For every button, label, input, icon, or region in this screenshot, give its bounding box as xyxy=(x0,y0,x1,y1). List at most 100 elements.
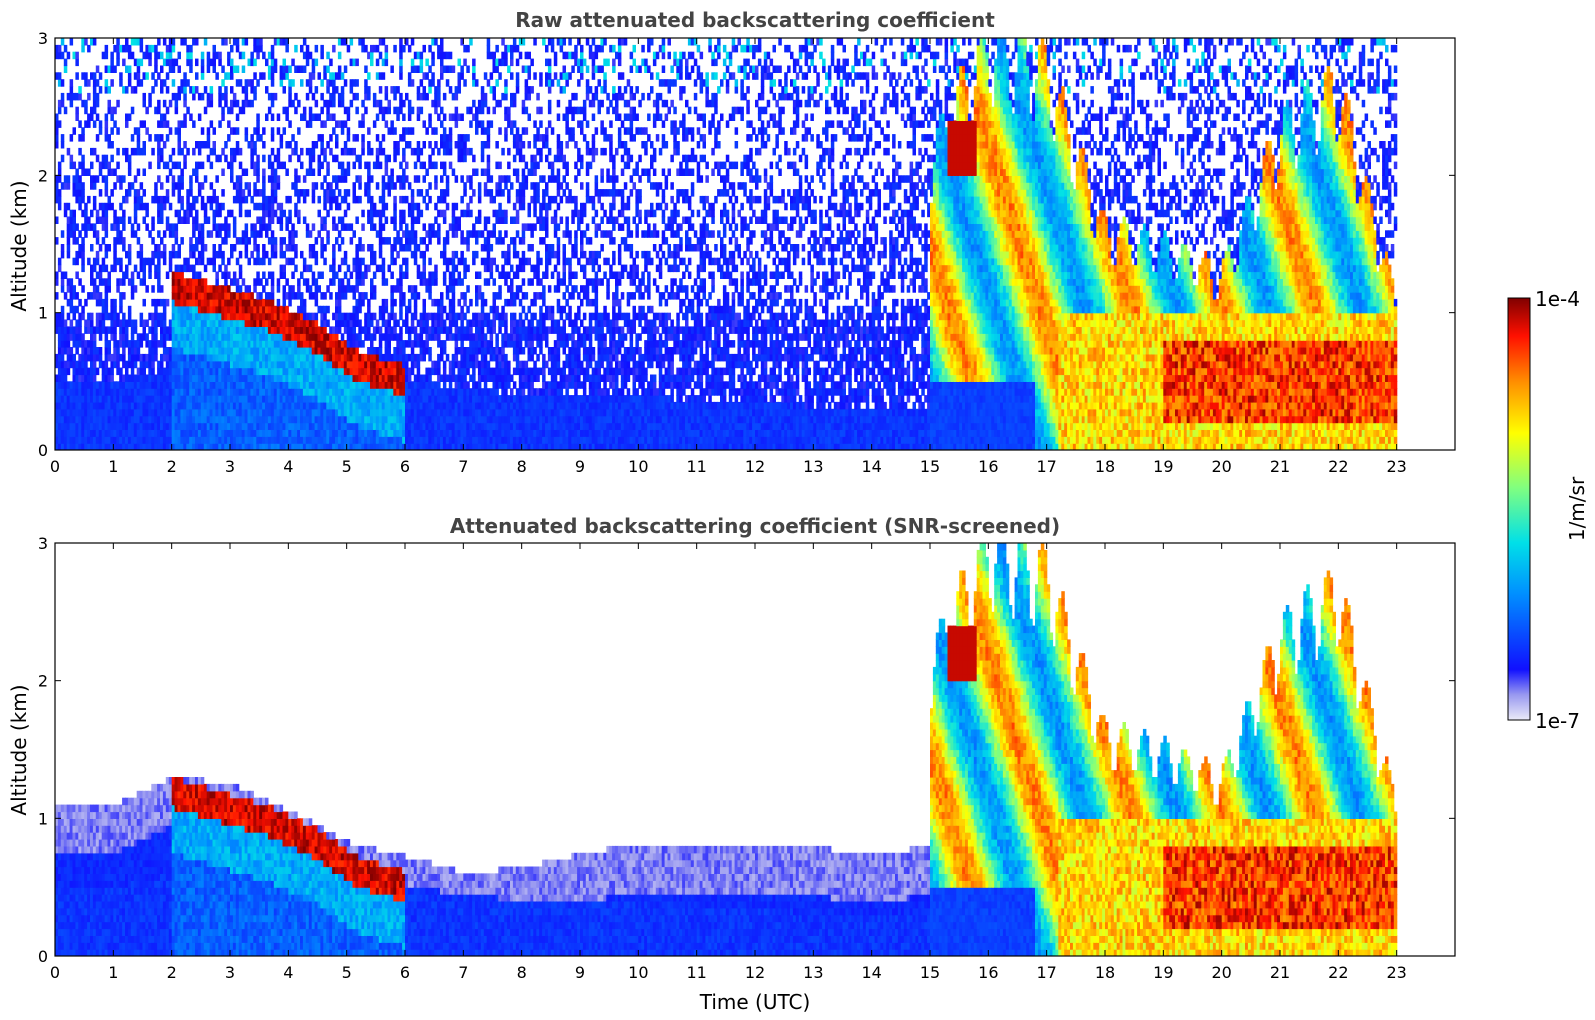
heatmap-cell xyxy=(270,326,275,334)
heatmap-cell xyxy=(177,443,181,450)
heatmap-cell xyxy=(367,347,371,355)
heatmap-cell xyxy=(177,401,181,410)
heatmap-cell xyxy=(399,353,403,362)
heatmap-cell xyxy=(133,422,138,430)
heatmap-cell xyxy=(101,216,106,224)
heatmap-cell xyxy=(87,443,91,450)
heatmap-cell xyxy=(171,44,176,53)
heatmap-cell xyxy=(387,436,391,444)
heatmap-cell xyxy=(378,381,383,389)
heatmap-cell xyxy=(416,51,421,60)
heatmap-cell xyxy=(60,285,65,293)
heatmap-cell xyxy=(63,388,68,396)
heatmap-cell xyxy=(224,367,228,376)
heatmap-cell xyxy=(84,422,88,430)
heatmap-cell xyxy=(451,223,456,231)
heatmap-cell xyxy=(387,182,391,190)
heatmap-cell xyxy=(192,374,196,382)
heatmap-cell xyxy=(215,285,219,293)
heatmap-cell xyxy=(311,429,316,437)
heatmap-cell xyxy=(410,326,415,334)
heatmap-cell xyxy=(361,422,365,430)
heatmap-cell xyxy=(55,381,59,389)
heatmap-cell xyxy=(183,278,187,286)
heatmap-cell xyxy=(352,58,356,67)
heatmap-cell xyxy=(375,326,380,334)
heatmap-cell xyxy=(232,374,237,382)
heatmap-cell xyxy=(72,443,76,450)
heatmap-cell xyxy=(63,65,68,73)
heatmap-cell xyxy=(367,298,371,307)
heatmap-cell xyxy=(104,161,109,170)
heatmap-cell xyxy=(448,326,453,334)
heatmap-cell xyxy=(460,230,464,238)
heatmap-cell xyxy=(428,367,432,376)
heatmap-cell xyxy=(384,319,389,327)
heatmap-cell xyxy=(227,72,231,80)
heatmap-cell xyxy=(340,353,345,362)
heatmap-cell xyxy=(145,340,149,348)
heatmap-cell xyxy=(364,381,368,389)
heatmap-cell xyxy=(232,278,237,286)
heatmap-cell xyxy=(262,141,266,149)
heatmap-cell xyxy=(95,422,100,430)
heatmap-cell xyxy=(160,298,164,307)
heatmap-cell xyxy=(390,305,394,314)
heatmap-cell xyxy=(329,436,333,444)
heatmap-cell xyxy=(174,250,179,259)
heatmap-cell xyxy=(189,298,193,307)
heatmap-cell xyxy=(431,230,435,238)
heatmap-cell xyxy=(209,360,214,369)
heatmap-cell xyxy=(244,319,249,327)
heatmap-cell xyxy=(346,443,351,450)
heatmap-cell xyxy=(294,415,298,424)
heatmap-cell xyxy=(329,326,333,334)
heatmap-cell xyxy=(212,443,216,450)
heatmap-cell xyxy=(209,312,214,321)
heatmap-cell xyxy=(119,72,123,80)
heatmap-cell xyxy=(311,340,316,348)
heatmap-cell xyxy=(320,429,324,437)
heatmap-cell xyxy=(422,422,426,430)
heatmap-cell xyxy=(340,92,345,101)
heatmap-cell xyxy=(95,175,100,183)
heatmap-cell xyxy=(437,113,441,121)
heatmap-cell xyxy=(232,347,237,355)
heatmap-cell xyxy=(165,395,170,403)
heatmap-cell xyxy=(180,38,184,46)
heatmap-cell xyxy=(235,374,240,382)
heatmap-cell xyxy=(422,141,426,149)
heatmap-cell xyxy=(200,443,205,450)
heatmap-cell xyxy=(145,209,149,218)
heatmap-cell xyxy=(393,237,397,245)
heatmap-cell xyxy=(302,429,307,437)
heatmap-cell xyxy=(326,395,330,403)
heatmap-cell xyxy=(232,388,237,396)
heatmap-cell xyxy=(218,223,222,231)
heatmap-cell xyxy=(104,312,109,321)
heatmap-cell xyxy=(291,230,295,238)
heatmap-cell xyxy=(428,86,432,94)
heatmap-cell xyxy=(241,360,246,369)
heatmap-cell xyxy=(270,209,275,218)
heatmap-cell xyxy=(320,292,324,300)
heatmap-cell xyxy=(332,408,336,417)
heatmap-cell xyxy=(279,353,284,362)
heatmap-cell xyxy=(95,408,100,417)
heatmap-cell xyxy=(247,58,251,67)
heatmap-cell xyxy=(183,401,187,410)
heatmap-cell xyxy=(78,326,82,334)
heatmap-cell xyxy=(238,195,243,204)
heatmap-cell xyxy=(448,141,453,149)
heatmap-cell xyxy=(422,175,426,183)
heatmap-cell xyxy=(326,79,330,87)
heatmap-cell xyxy=(305,312,310,321)
heatmap-cell xyxy=(396,422,400,430)
heatmap-cell xyxy=(364,189,368,197)
heatmap-cell xyxy=(98,408,103,417)
heatmap-cell xyxy=(407,422,412,430)
heatmap-cell xyxy=(399,285,403,293)
heatmap-cell xyxy=(116,388,120,396)
heatmap-cell xyxy=(72,436,76,444)
heatmap-cell xyxy=(402,147,406,156)
